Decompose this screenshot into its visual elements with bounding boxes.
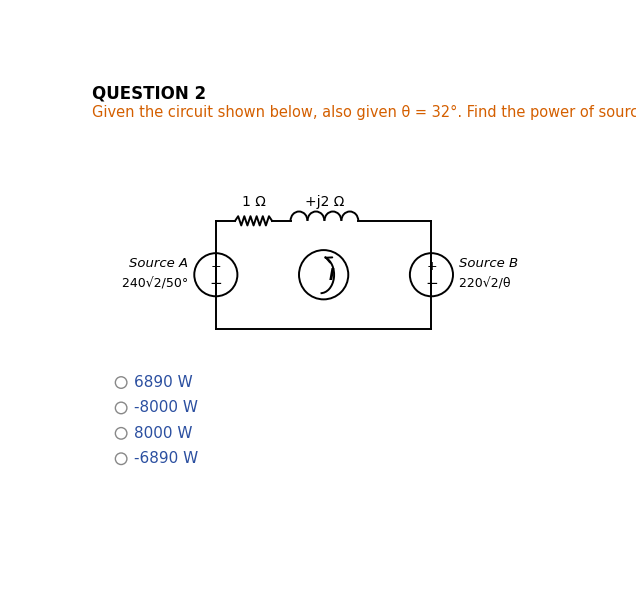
Text: QUESTION 2: QUESTION 2 bbox=[92, 85, 206, 102]
Text: −: − bbox=[425, 276, 438, 291]
Text: Source A: Source A bbox=[129, 257, 188, 270]
Text: Given the circuit shown below, also given θ = 32°. Find the power of source A.: Given the circuit shown below, also give… bbox=[92, 105, 636, 120]
Text: -8000 W: -8000 W bbox=[134, 401, 198, 415]
Text: +: + bbox=[426, 260, 437, 273]
Text: 8000 W: 8000 W bbox=[134, 426, 192, 441]
Text: +j2 Ω: +j2 Ω bbox=[305, 196, 344, 209]
Text: 220√2​/θ: 220√2​/θ bbox=[459, 277, 511, 290]
Text: I: I bbox=[329, 268, 334, 283]
Text: −: − bbox=[209, 276, 222, 291]
Text: 1 Ω: 1 Ω bbox=[242, 196, 265, 209]
Text: +: + bbox=[211, 260, 221, 273]
Text: -6890 W: -6890 W bbox=[134, 451, 198, 466]
Text: 240√2​/50°: 240√2​/50° bbox=[122, 277, 188, 290]
Text: 6890 W: 6890 W bbox=[134, 375, 193, 390]
Text: Source B: Source B bbox=[459, 257, 518, 270]
